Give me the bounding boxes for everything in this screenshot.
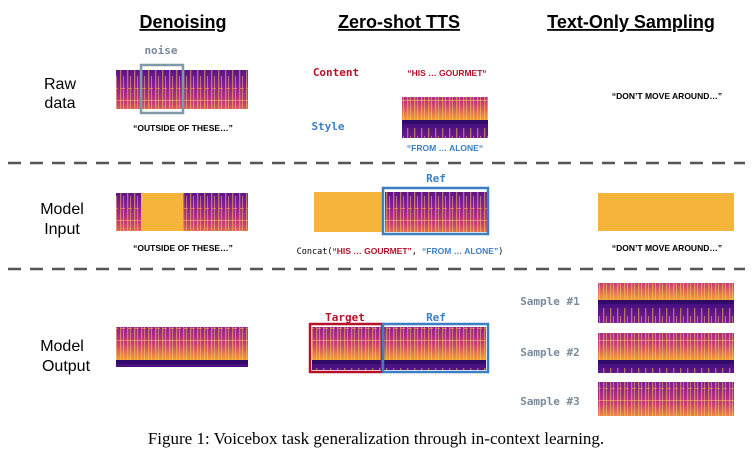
concat-style: “FROM … ALONE” [422,246,498,256]
input-ref-box [381,186,490,236]
figure-caption: Figure 1: Voicebox task generalization t… [148,429,604,448]
input-denoise-transcript: “OUTSIDE OF THESE…” [133,243,233,253]
output-ref-label: Ref [426,311,446,324]
style-transcript: “FROM … ALONE“ [407,143,483,153]
output-ref-box [381,322,490,374]
input-text-only-transcript: “DON’T MOVE AROUND…” [612,243,722,253]
input-ref-label: Ref [426,172,446,185]
raw-denoise-transcript: “OUTSIDE OF THESE…” [133,123,233,133]
row-heading-raw-line1: Raw [44,76,76,93]
concat-prefix: Concat( [297,247,333,257]
noise-label: noise [144,44,177,57]
spectrogram-output-zero-shot [312,327,486,370]
spectrogram-sample-1 [598,283,734,323]
style-label: Style [311,120,344,133]
concat-separator: , [412,247,422,257]
concat-text: Concat(“HIS … GOURMET”, “FROM … ALONE”) [297,246,504,257]
spectrogram-output-denoise [116,327,248,367]
col-heading-denoising: Denoising [139,12,226,32]
masked-region-text-only [598,193,734,231]
col-heading-text-only-sampling: Text-Only Sampling [547,12,715,32]
masked-region-denoise [141,193,183,231]
masked-region-zero-shot [314,192,384,232]
target-label: Target [325,311,365,324]
row-heading-output-line1: Model [40,338,84,355]
row-heading-input-line2: Input [44,221,80,238]
row-heading-input-line1: Model [40,201,84,218]
row-heading-output-line2: Output [42,358,91,375]
col-heading-zero-shot-tts: Zero-shot TTS [338,12,460,32]
content-transcript: “HIS … GOURMET“ [407,68,486,78]
spectrogram-raw-style [402,97,488,138]
noise-box [139,63,185,115]
sample-3-label: Sample #3 [520,395,580,408]
sample-1-label: Sample #1 [520,295,580,308]
spectrogram-sample-2 [598,333,734,373]
concat-content: “HIS … GOURMET” [332,246,411,256]
sample-2-label: Sample #2 [520,346,580,359]
row-heading-raw-line2: data [44,95,75,112]
content-label: Content [313,66,359,79]
concat-suffix: ) [498,247,503,257]
spectrogram-input-ref [385,192,487,232]
raw-text-only-transcript: “DON’T MOVE AROUND…” [612,91,722,101]
spectrogram-sample-3 [598,382,734,416]
